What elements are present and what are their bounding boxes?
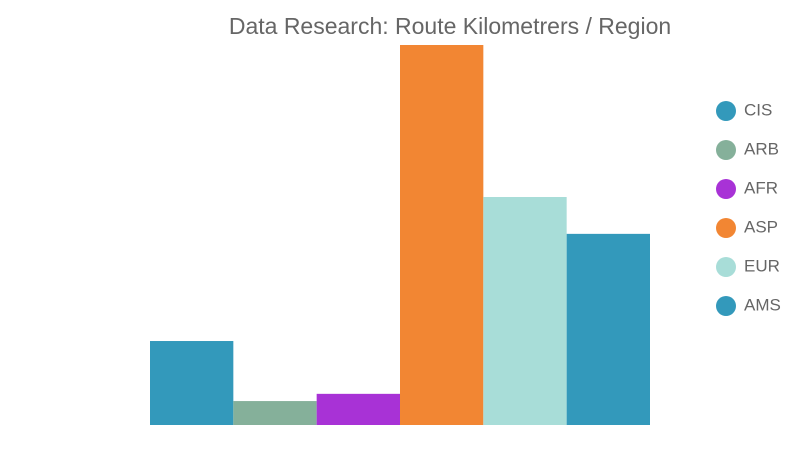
legend-swatch bbox=[716, 257, 736, 277]
bar bbox=[150, 341, 234, 425]
legend-label: ASP bbox=[744, 217, 778, 236]
legend-label: EUR bbox=[744, 256, 780, 275]
chart-title: Data Research: Route Kilometrers / Regio… bbox=[229, 13, 671, 39]
legend-swatch bbox=[716, 218, 736, 238]
legend-label: AMS bbox=[744, 295, 781, 314]
legend-swatch bbox=[716, 140, 736, 160]
legend-swatch bbox=[716, 296, 736, 316]
legend-label: CIS bbox=[744, 100, 772, 119]
legend-swatch bbox=[716, 101, 736, 121]
bar bbox=[233, 401, 317, 425]
legend-label: AFR bbox=[744, 178, 778, 197]
bar bbox=[400, 45, 484, 425]
bar bbox=[316, 393, 400, 425]
legend-label: ARB bbox=[744, 139, 779, 158]
bar bbox=[483, 197, 567, 425]
legend-swatch bbox=[716, 179, 736, 199]
bar bbox=[566, 233, 650, 425]
